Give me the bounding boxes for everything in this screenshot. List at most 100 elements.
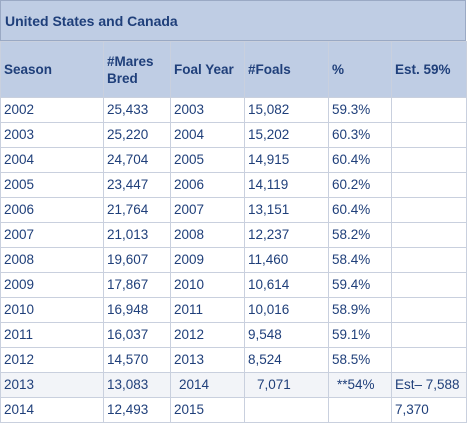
table-row: 2004 24,704 2005 14,915 60.4% [0,147,467,173]
season-cell: 2007 [0,222,104,248]
col-percent-header: % [328,41,392,98]
foals-cell: 10,016 [244,297,329,323]
header-row: Season #Mares Bred Foal Year #Foals % Es… [0,41,467,98]
percent-cell: 58.9% [328,297,392,323]
mares-bred-cell: 25,220 [103,122,171,148]
estimate-cell [391,222,467,248]
foals-cell: 8,524 [244,347,329,373]
foals-cell: 14,119 [244,172,329,198]
foal-year-cell: 2009 [170,247,245,273]
foals-cell: 10,614 [244,272,329,298]
foal-year-cell: 2003 [170,97,245,123]
estimate-cell [391,122,467,148]
table-row: 2010 16,948 2011 10,016 58.9% [0,297,467,323]
mares-bred-cell: 16,037 [103,322,171,348]
table-row: 2011 16,037 2012 9,548 59.1% [0,322,467,348]
season-cell: 2008 [0,247,104,273]
mares-bred-cell: 14,570 [103,347,171,373]
mares-bred-cell: 25,433 [103,97,171,123]
table-body: 2002 25,433 2003 15,082 59.3% 2003 25,220 2004 1… [0,97,467,423]
season-cell: 2009 [0,272,104,298]
estimate-cell [391,147,467,173]
mares-bred-cell: 12,493 [103,397,171,423]
foal-table: Season #Mares Bred Foal Year #Foals % Es… [0,41,467,423]
foals-cell: 15,202 [244,122,329,148]
estimate-cell [391,197,467,223]
percent-cell: 58.2% [328,222,392,248]
foal-year-cell: 2007 [170,197,245,223]
foal-year-cell: 2006 [170,172,245,198]
foal-year-cell: 2005 [170,147,245,173]
table-row: 2007 21,013 2008 12,237 58.2% [0,222,467,248]
foals-cell [244,397,329,423]
percent-cell: 59.1% [328,322,392,348]
percent-cell: 58.5% [328,347,392,373]
foal-year-cell: 2014 [170,372,245,398]
season-cell: 2010 [0,297,104,323]
table-row: 2012 14,570 2013 8,524 58.5% [0,347,467,373]
percent-cell: 60.3% [328,122,392,148]
foal-year-cell: 2015 [170,397,245,423]
estimate-cell [391,247,467,273]
percent-cell: 60.4% [328,197,392,223]
foal-year-cell: 2013 [170,347,245,373]
table-row: 2014 12,493 2015 7,370 [0,397,467,423]
season-cell: 2006 [0,197,104,223]
foals-cell: 12,237 [244,222,329,248]
foals-cell: 15,082 [244,97,329,123]
season-cell: 2014 [0,397,104,423]
foal-year-cell: 2011 [170,297,245,323]
foals-cell: 13,151 [244,197,329,223]
season-cell: 2012 [0,347,104,373]
foal-year-cell: 2010 [170,272,245,298]
table-row: 2006 21,764 2007 13,151 60.4% [0,197,467,223]
foal-year-cell: 2008 [170,222,245,248]
col-season-header: Season [0,41,104,98]
mares-bred-cell: 19,607 [103,247,171,273]
foals-cell: 14,915 [244,147,329,173]
percent-cell: 59.3% [328,97,392,123]
estimate-cell [391,97,467,123]
estimate-cell [391,172,467,198]
season-cell: 2005 [0,172,104,198]
estimate-cell [391,322,467,348]
mares-bred-cell: 21,013 [103,222,171,248]
col-estimate-header: Est. 59% [391,41,467,98]
mares-bred-cell: 21,764 [103,197,171,223]
mares-bred-cell: 23,447 [103,172,171,198]
mares-bred-cell: 17,867 [103,272,171,298]
foals-cell: 9,548 [244,322,329,348]
table-row: 2009 17,867 2010 10,614 59.4% [0,272,467,298]
estimate-cell [391,272,467,298]
estimate-cell: 7,370 [391,397,467,423]
season-cell: 2013 [0,372,104,398]
table-row: 2013 13,083 2014 7,071 **54% Est– 7,588 [0,372,467,398]
col-mares-bred-header: #Mares Bred [103,41,171,98]
mares-bred-cell: 16,948 [103,297,171,323]
table-row: 2005 23,447 2006 14,119 60.2% [0,172,467,198]
foals-cell: 11,460 [244,247,329,273]
percent-cell: 60.2% [328,172,392,198]
table-row: 2003 25,220 2004 15,202 60.3% [0,122,467,148]
mares-bred-cell: 24,704 [103,147,171,173]
table-row: 2002 25,433 2003 15,082 59.3% [0,97,467,123]
estimate-cell [391,347,467,373]
foals-cell: 7,071 [244,372,329,398]
mares-bred-cell: 13,083 [103,372,171,398]
col-foals-header: #Foals [244,41,329,98]
col-foal-year-header: Foal Year [170,41,245,98]
percent-cell [328,397,392,423]
season-cell: 2003 [0,122,104,148]
estimate-cell: Est– 7,588 [391,372,467,398]
season-cell: 2011 [0,322,104,348]
estimate-cell [391,297,467,323]
foal-year-cell: 2004 [170,122,245,148]
percent-cell: 59.4% [328,272,392,298]
table-title: United States and Canada [0,0,466,41]
percent-cell: 58.4% [328,247,392,273]
season-cell: 2002 [0,97,104,123]
percent-cell: 60.4% [328,147,392,173]
percent-cell: **54% [328,372,392,398]
season-cell: 2004 [0,147,104,173]
